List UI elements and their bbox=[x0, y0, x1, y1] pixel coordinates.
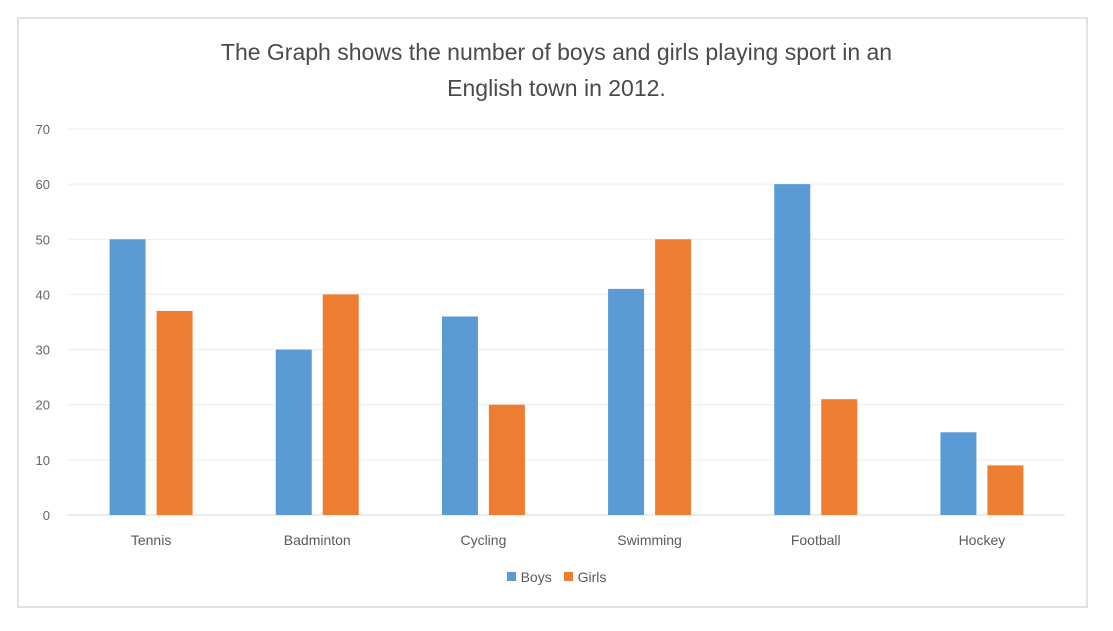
y-tick-label: 0 bbox=[43, 508, 50, 523]
y-tick-label: 70 bbox=[36, 122, 50, 137]
bar-girls-football bbox=[821, 399, 858, 515]
y-tick-label: 60 bbox=[36, 177, 50, 192]
legend-item-girls: Girls bbox=[563, 568, 607, 585]
legend-label-boys: Boys bbox=[520, 568, 552, 585]
bar-boys-cycling bbox=[441, 316, 478, 515]
y-tick-label: 40 bbox=[36, 287, 50, 302]
chart-title-line2: English town in 2012. bbox=[447, 75, 666, 101]
legend-label-girls: Girls bbox=[577, 568, 607, 585]
bar-boys-badminton bbox=[275, 349, 312, 515]
bar-boys-hockey bbox=[940, 432, 977, 515]
bar-boys-swimming bbox=[608, 288, 645, 515]
legend-swatch-girls bbox=[563, 572, 573, 581]
bar-girls-hockey bbox=[987, 465, 1024, 515]
x-tick-label: Tennis bbox=[131, 532, 171, 548]
bar-boys-football bbox=[774, 184, 811, 515]
legend-swatch-boys bbox=[506, 572, 516, 581]
x-tick-label: Football bbox=[791, 532, 841, 548]
bar-girls-cycling bbox=[488, 404, 525, 515]
bar-girls-swimming bbox=[655, 239, 692, 516]
x-tick-label: Badminton bbox=[284, 532, 351, 548]
y-tick-label: 10 bbox=[36, 453, 50, 468]
bar-boys-tennis bbox=[109, 239, 146, 516]
chart-title: The Graph shows the number of boys and g… bbox=[100, 34, 1013, 106]
x-tick-label: Swimming bbox=[617, 532, 682, 548]
y-tick-label: 50 bbox=[36, 232, 50, 247]
y-tick-label: 30 bbox=[36, 343, 50, 358]
legend-item-boys: Boys bbox=[506, 568, 552, 585]
y-tick-label: 20 bbox=[36, 398, 50, 413]
x-tick-label: Hockey bbox=[959, 532, 1006, 548]
bar-girls-badminton bbox=[322, 294, 359, 515]
chart-title-line1: The Graph shows the number of boys and g… bbox=[220, 39, 893, 65]
bar-girls-tennis bbox=[156, 310, 193, 515]
legend: Boys Girls bbox=[0, 568, 1113, 585]
chart-frame bbox=[17, 17, 1088, 608]
x-tick-label: Cycling bbox=[460, 532, 506, 548]
